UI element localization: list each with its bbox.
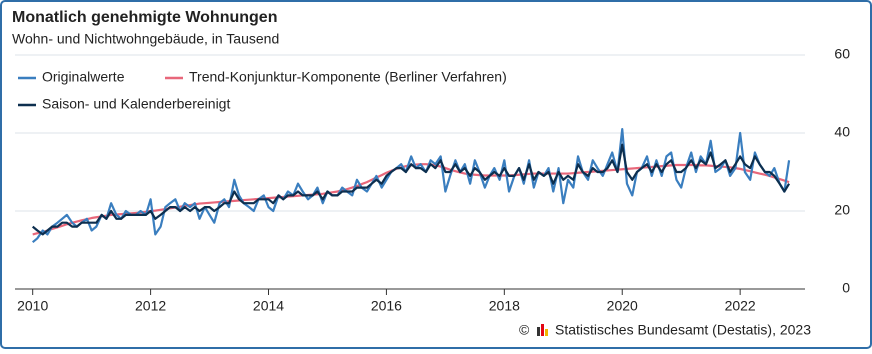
x-tick-label: 2020 xyxy=(607,298,638,314)
x-tick-label: 2012 xyxy=(135,298,166,314)
x-tick-label: 2016 xyxy=(371,298,402,314)
legend-label: Saison- und Kalenderbereinigt xyxy=(42,96,230,112)
x-tick-label: 2022 xyxy=(725,298,756,314)
chart-title: Monatlich genehmigte Wohnungen xyxy=(12,9,277,26)
y-tick-label: 60 xyxy=(834,46,850,62)
chart-subtitle: Wohn- und Nichtwohngebäude, in Tausend xyxy=(12,31,279,47)
y-tick-label: 20 xyxy=(834,202,850,218)
x-tick-label: 2014 xyxy=(253,298,284,314)
y-tick-label: 40 xyxy=(834,124,850,140)
logo xyxy=(537,324,548,336)
source: Statistisches Bundesamt (Destatis), 2023 xyxy=(555,322,811,338)
y-tick-label: 0 xyxy=(842,280,850,296)
x-tick-label: 2018 xyxy=(489,298,520,314)
copyright: © xyxy=(519,322,530,338)
legend-label: Trend-Konjunktur-Komponente (Berliner Ve… xyxy=(189,69,507,85)
x-tick-label: 2010 xyxy=(17,298,48,314)
series-line xyxy=(31,143,791,236)
legend-label: Originalwerte xyxy=(42,69,125,85)
